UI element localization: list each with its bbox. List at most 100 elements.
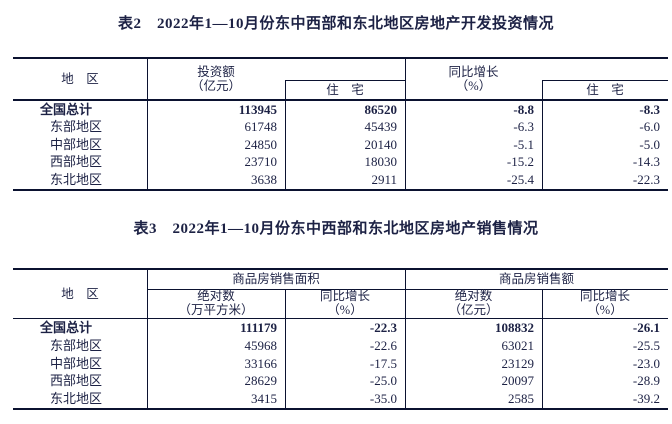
- cell-value: 28629: [244, 373, 278, 389]
- table3-sales: 地 区 商品房销售面积 商品房销售额 绝对数 （万平方米） 同比增长 （%） 绝…: [13, 267, 668, 410]
- header-yoy-line2: （%）: [455, 79, 492, 93]
- column-divider: [285, 80, 286, 189]
- header-area-absolute-line1: 绝对数: [197, 289, 235, 303]
- table-row: 东北地区 3638 2911 -25.4 -22.3: [13, 171, 668, 189]
- row-region: 东部地区: [50, 119, 103, 135]
- header-residential-2: 住 宅: [542, 80, 668, 99]
- header-investment: 投资额 （亿元）: [147, 59, 285, 99]
- header-area-yoy-line1: 同比增长: [319, 289, 370, 303]
- header-region-label: 地 区: [61, 72, 99, 86]
- cell-value: -14.3: [632, 154, 660, 170]
- table-row: 全国总计 113945 86520 -8.8 -8.3: [13, 101, 668, 119]
- cell-value: 86520: [364, 101, 398, 117]
- cell-value: 23129: [501, 355, 535, 371]
- cell-value: 33166: [244, 355, 278, 371]
- header-group-sales-area: 商品房销售面积: [147, 270, 405, 289]
- header-area-yoy-line2: （%）: [327, 303, 363, 317]
- table3-body: 全国总计 111179 -22.3 108832 -26.1 东部地区 4596…: [13, 319, 668, 408]
- header-residential-1-label: 住 宅: [326, 82, 364, 97]
- cell-value: 45968: [244, 337, 278, 353]
- cell-value: -5.0: [639, 136, 660, 152]
- table2-investment: 地 区 投资额 （亿元） 住 宅 同比增长 （%） 住 宅 全国总计 11394…: [13, 57, 668, 191]
- cell-value: -8.8: [513, 101, 534, 117]
- cell-value: 111179: [240, 320, 277, 335]
- cell-value: -17.5: [369, 355, 397, 371]
- cell-value: 61748: [244, 119, 278, 135]
- cell-value: 23710: [244, 154, 278, 170]
- header-region: 地 区: [13, 59, 147, 99]
- cell-value: -22.3: [369, 320, 397, 335]
- header-group-sales-amount: 商品房销售额: [405, 270, 668, 289]
- cell-value: 3638: [251, 171, 277, 187]
- row-region: 东北地区: [50, 171, 103, 187]
- cell-value: 2585: [508, 391, 534, 407]
- cell-value: -25.0: [369, 373, 397, 389]
- header-amount-yoy: 同比增长 （%）: [542, 289, 668, 318]
- column-divider: [405, 269, 406, 408]
- header-bottom-border: [13, 317, 668, 319]
- cell-value: 20097: [501, 373, 535, 389]
- header-area-absolute: 绝对数 （万平方米）: [147, 289, 285, 318]
- cell-value: 2911: [371, 171, 397, 187]
- cell-value: -25.5: [632, 337, 660, 353]
- row-region: 东部地区: [50, 337, 103, 353]
- header-area-absolute-line2: （万平方米）: [178, 303, 254, 317]
- row-region: 中部地区: [50, 136, 103, 152]
- header-region: 地 区: [13, 270, 147, 318]
- cell-value: 24850: [244, 136, 278, 152]
- cell-value: 108832: [495, 320, 534, 335]
- header-residential-2-label: 住 宅: [586, 82, 624, 97]
- header-amount-yoy-line1: 同比增长: [579, 289, 630, 303]
- column-divider: [405, 59, 406, 189]
- cell-value: -26.1: [632, 320, 660, 335]
- cell-value: -28.9: [632, 373, 660, 389]
- column-divider: [285, 288, 286, 408]
- column-divider: [542, 80, 543, 189]
- header-investment-line2: （亿元）: [190, 79, 241, 93]
- cell-value: -25.4: [506, 171, 534, 187]
- group-header-divider: [147, 288, 668, 290]
- header-group-sales-area-label: 商品房销售面积: [232, 272, 320, 286]
- header-investment-line1: 投资额: [197, 65, 235, 79]
- cell-value: -39.2: [632, 391, 660, 407]
- cell-value: -6.3: [513, 119, 534, 135]
- cell-value: 63021: [501, 337, 535, 353]
- cell-value: 113945: [238, 101, 277, 117]
- cell-value: -15.2: [506, 154, 534, 170]
- header-yoy-line1: 同比增长: [448, 65, 499, 79]
- column-divider: [542, 288, 543, 408]
- table-row: 中部地区 33166 -17.5 23129 -23.0: [13, 355, 668, 373]
- header-group-sales-amount-label: 商品房销售额: [498, 272, 574, 286]
- subheader-top-border: [542, 80, 668, 81]
- header-residential-1: 住 宅: [285, 80, 405, 99]
- header-amount-absolute-line1: 绝对数: [454, 289, 493, 303]
- row-region: 西部地区: [50, 373, 103, 389]
- column-divider: [147, 269, 148, 408]
- table2-title: 表2 2022年1—10月份东中西部和东北地区房地产开发投资情况: [117, 16, 554, 32]
- header-bottom-border: [13, 99, 668, 101]
- table-row: 西部地区 23710 18030 -15.2 -14.3: [13, 153, 668, 171]
- row-region: 中部地区: [50, 355, 103, 371]
- table2-body: 全国总计 113945 86520 -8.8 -8.3 东部地区 61748 4…: [13, 101, 668, 189]
- row-region: 全国总计: [40, 101, 93, 117]
- header-area-yoy: 同比增长 （%）: [285, 289, 405, 318]
- cell-value: -8.3: [639, 101, 660, 117]
- header-amount-absolute-line2: （亿元）: [448, 303, 499, 317]
- table-row: 东北地区 3415 -35.0 2585 -39.2: [13, 390, 668, 408]
- cell-value: -22.6: [369, 337, 397, 353]
- cell-value: 45439: [364, 119, 398, 135]
- header-region-label: 地 区: [61, 286, 99, 301]
- row-region: 全国总计: [40, 320, 93, 335]
- cell-value: 3415: [251, 391, 277, 407]
- cell-value: -35.0: [369, 391, 397, 407]
- table-row: 全国总计 111179 -22.3 108832 -26.1: [13, 319, 668, 337]
- cell-value: -6.0: [639, 119, 660, 135]
- row-region: 东北地区: [50, 391, 103, 407]
- row-region: 西部地区: [50, 154, 103, 170]
- column-divider: [147, 59, 148, 189]
- table-row: 中部地区 24850 20140 -5.1 -5.0: [13, 136, 668, 154]
- cell-value: 20140: [364, 136, 398, 152]
- header-yoy: 同比增长 （%）: [405, 59, 542, 99]
- table-row: 东部地区 45968 -22.6 63021 -25.5: [13, 337, 668, 355]
